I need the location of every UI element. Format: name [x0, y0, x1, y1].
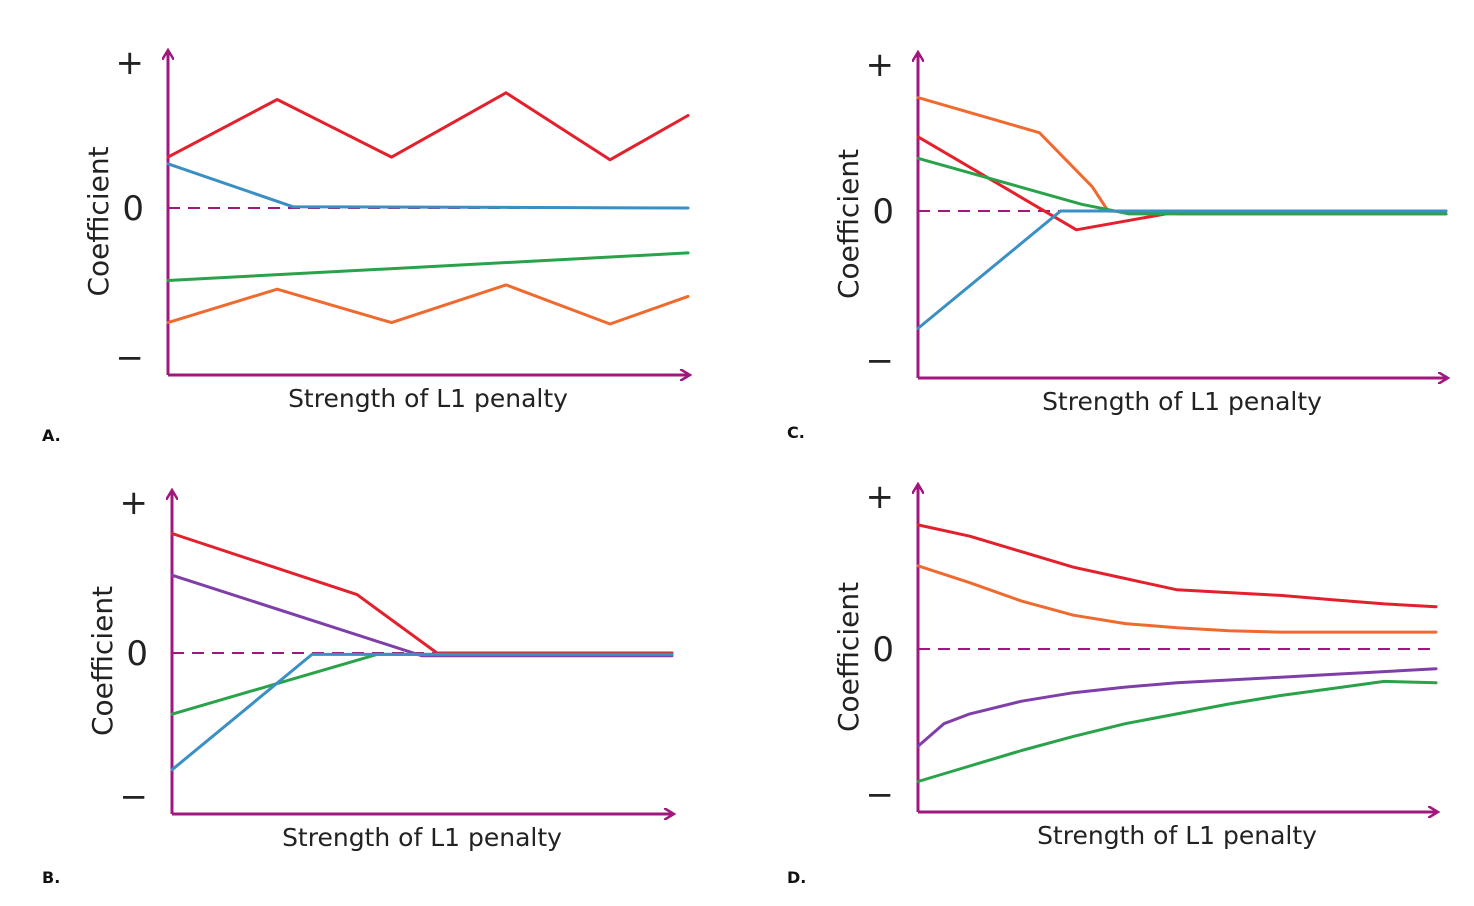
series-line: [166, 162, 690, 210]
series-line: [170, 652, 674, 716]
y-tick-label: 0: [122, 189, 144, 229]
panel-letter-c: C.: [787, 423, 805, 442]
panel-letter-b: B.: [42, 868, 61, 887]
series-line: [916, 667, 1438, 748]
chart-panel-b: +0 − Coefficient Strength of L1 penalty: [86, 483, 710, 852]
series-line: [166, 91, 690, 162]
y-axis-label: Coefficient: [86, 586, 119, 736]
series-line: [916, 523, 1438, 609]
y-tick-label: +: [866, 45, 895, 85]
y-tick-label: 0: [126, 634, 148, 674]
series-line: [170, 532, 674, 655]
y-axis-label: Coefficient: [832, 149, 865, 299]
y-tick-label: +: [116, 43, 145, 83]
y-axis-label: Coefficient: [832, 582, 865, 732]
y-tick-label: 0: [872, 192, 894, 232]
x-axis-label: Strength of L1 penalty: [1042, 387, 1322, 416]
y-tick-label: −: [866, 775, 895, 815]
y-axis-label: Coefficient: [82, 146, 115, 296]
x-axis-label: Strength of L1 penalty: [282, 823, 562, 852]
x-axis-label: Strength of L1 penalty: [288, 384, 568, 413]
chart-panel-d: +0 − Coefficient Strength of L1 penalty: [832, 477, 1460, 850]
y-tick-label: −: [120, 777, 149, 817]
y-tick-label: −: [866, 341, 895, 381]
series-line: [916, 135, 1448, 232]
panel-letter-a: A.: [42, 426, 61, 445]
series-line: [916, 156, 1448, 216]
series-line: [916, 96, 1448, 216]
series-line: [916, 679, 1438, 783]
y-tick-label: +: [120, 483, 149, 523]
series-line: [166, 251, 690, 282]
y-tick-label: 0: [872, 630, 894, 670]
series-line: [166, 283, 690, 326]
y-tick-label: −: [116, 338, 145, 378]
series-line: [170, 652, 674, 772]
y-tick-label: +: [866, 477, 895, 517]
series-line: [916, 564, 1438, 634]
chart-panel-c: +0 − Coefficient Strength of L1 penalty: [832, 45, 1460, 416]
x-axis-label: Strength of L1 penalty: [1037, 821, 1317, 850]
series-line: [916, 209, 1448, 330]
panel-letter-d: D.: [787, 868, 807, 887]
chart-panel-a: +0 − Coefficient Strength of L1 penalty: [82, 43, 710, 413]
